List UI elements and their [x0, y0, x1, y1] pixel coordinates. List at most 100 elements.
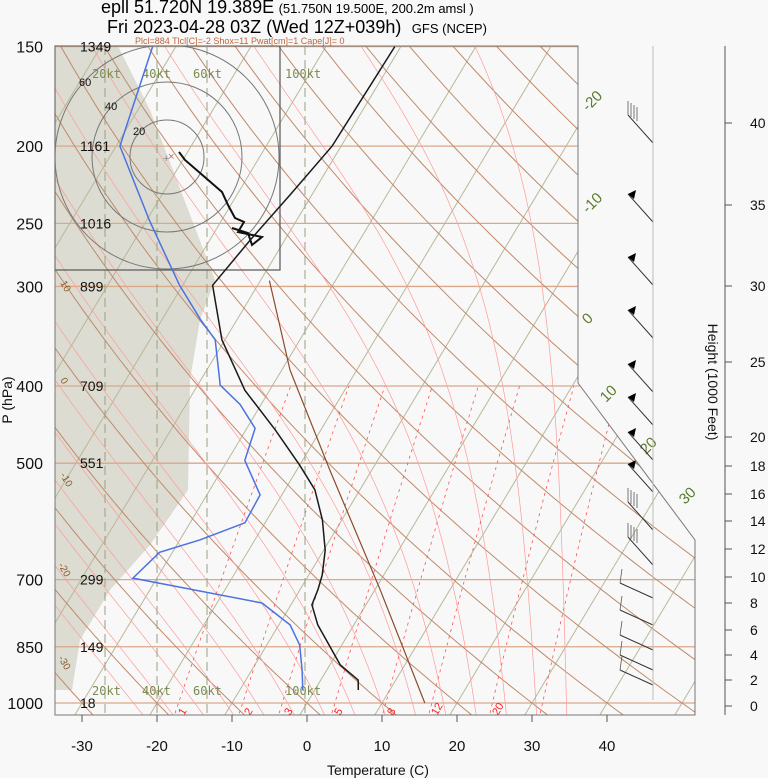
moist-adiabat-line: [55, 46, 148, 715]
wind-barb-pennant: [628, 190, 636, 199]
pressure-tick-label: 850: [16, 640, 43, 657]
height-tick-label: 16: [750, 486, 766, 502]
mixing-ratio-line: [236, 385, 350, 715]
hodograph-ring-label: 20: [133, 126, 145, 138]
dry-adiabat-line: [346, 46, 695, 715]
mixing-ratio-label: 8: [385, 706, 398, 717]
dry-adiabat-line: [55, 46, 631, 715]
pressure-tick-label: 250: [16, 216, 43, 233]
isotherm-label: -10: [579, 189, 606, 216]
isotherm-line: [221, 46, 641, 715]
moist-adiabat-line: [55, 46, 388, 715]
x-tick-label: -10: [221, 738, 243, 755]
dry-adiabat-label: 0: [57, 376, 70, 387]
wind-barb-pennant: [628, 393, 636, 402]
dewpoint-profile-line: [119, 46, 304, 691]
hodograph-trace: [178, 151, 265, 247]
height-tick-label: 18: [750, 458, 766, 474]
dry-adiabat-line: [175, 46, 695, 715]
title-line-1: epll 51.720N 19.389E (51.750N 19.500E, 2…: [101, 0, 474, 18]
isotherm-line: [521, 46, 695, 715]
wind-barb-pennant: [628, 460, 636, 469]
wind-barb-staff: [627, 114, 654, 144]
height-tick-label: 40: [750, 115, 766, 131]
plot-frame: [54, 45, 696, 716]
mixing-ratio-label: 20: [490, 701, 507, 718]
pressure-tick-label: 200: [16, 139, 43, 156]
mixing-ratio-label: 3: [282, 706, 295, 717]
moist-adiabat-line: [360, 46, 538, 715]
x-tick-label: 20: [449, 738, 466, 755]
isotherm-line: [55, 46, 191, 715]
wind-barb-pennant: [628, 306, 636, 315]
wind-barb-staff: [619, 582, 654, 599]
kt-label-bottom: 60kt: [193, 684, 222, 698]
height-tick-label: 20: [750, 429, 766, 445]
mixing-ratio-label: 12: [429, 701, 446, 718]
height-tick-label: 30: [750, 278, 766, 294]
dry-adiabat-line: [55, 46, 174, 715]
x-tick-label: -30: [71, 738, 93, 755]
indices-line: Plcl=884 Tlcl[C]=-2 Shox=11 Pwat[cm]=1 C…: [135, 36, 345, 46]
hodograph-ring-label: 60: [79, 77, 91, 89]
hodograph-ring: [129, 119, 205, 195]
moist-adiabat-line: [55, 46, 298, 715]
mixing-ratio-line: [488, 385, 575, 715]
mixing-ratio-line: [427, 385, 520, 715]
x-tick-label: 30: [524, 738, 541, 755]
wind-barb-staff: [627, 256, 654, 286]
wind-barb-staff: [627, 363, 654, 393]
mixing-ratio-label: 2: [242, 706, 255, 717]
pressure-tick-label: 1000: [7, 696, 43, 713]
kt-label-top: 40kt: [142, 67, 171, 81]
height-tick-label: 14: [750, 513, 766, 529]
wind-barb-staff: [627, 501, 654, 531]
wind-barb-staff: [627, 431, 654, 461]
dry-adiabat-line: [560, 46, 695, 715]
kt-label-top: 20kt: [92, 67, 121, 81]
isotherm-label: 30: [676, 484, 700, 508]
moist-adiabat-line: [55, 46, 208, 715]
height-tick-label: 25: [750, 354, 766, 370]
mixing-ratio-line: [380, 385, 479, 715]
pressure-tick-label: 400: [16, 379, 43, 396]
dry-adiabat-line: [132, 46, 695, 715]
isotherm-line: [596, 46, 695, 715]
geopotential-height-label: 18: [80, 695, 96, 711]
geopotential-height-label: 551: [80, 455, 104, 471]
dry-adiabat-line: [603, 46, 695, 715]
geopotential-height-label: 1016: [80, 215, 111, 231]
hodograph-ring: [55, 46, 280, 270]
isotherm-line: [55, 46, 341, 715]
x-tick-label: 10: [374, 738, 391, 755]
wind-barb-staff: [619, 634, 654, 651]
dry-adiabat-line: [90, 46, 695, 715]
geopotential-height-label: 899: [80, 278, 104, 294]
mixing-ratio-label: 1: [176, 706, 189, 717]
wind-barb-flag: [619, 655, 623, 671]
wind-barb-staff: [627, 309, 654, 339]
temperature-profile-line: [211, 46, 396, 691]
kt-label-bottom: 20kt: [92, 684, 121, 698]
parcel-profile-line: [268, 280, 426, 704]
geopotential-height-label: 709: [80, 378, 104, 394]
wind-barb-flag: [619, 640, 623, 656]
run-time: Fri 2023-04-28 03Z (Wed 12Z+039h): [107, 17, 402, 37]
isotherm-label: 0: [579, 310, 597, 328]
pressure-tick-label: 700: [16, 573, 43, 590]
dry-adiabat-line: [517, 46, 695, 715]
height-tick-label: 35: [750, 197, 766, 213]
hodograph-ring-label: 40: [105, 101, 117, 113]
x-axis-title: Temperature (C): [327, 762, 429, 778]
moist-adiabat-line: [253, 46, 508, 715]
x-tick-label: 0: [303, 738, 311, 755]
height-tick-label: 10: [750, 569, 766, 585]
isotherm-line: [55, 46, 266, 715]
moist-adiabat-line: [474, 46, 568, 715]
hodograph-ring: [91, 81, 243, 233]
moist-adiabat-line: [55, 46, 238, 715]
moist-adiabat-line: [91, 46, 448, 715]
wind-barb-staff: [627, 396, 654, 426]
x-tick-label: 40: [599, 738, 616, 755]
